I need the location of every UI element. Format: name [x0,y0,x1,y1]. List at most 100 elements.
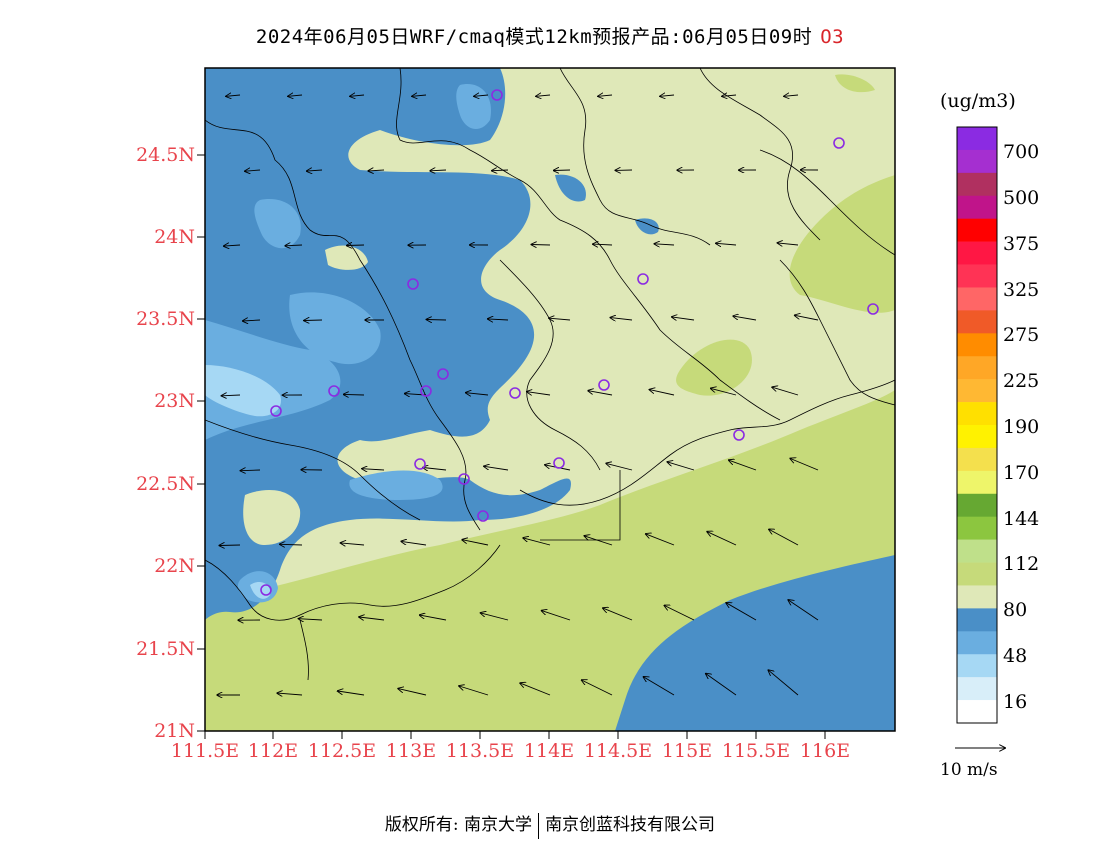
lon-label-111-5: 111.5E [170,740,240,762]
lon-label-115: 115E [661,740,713,762]
wind-arrow [245,170,261,171]
colorbar-swatch [957,562,997,586]
colorbar-swatch [957,700,997,724]
colorbar-label-144: 144 [1003,508,1040,530]
concentration-field [205,68,895,731]
wind-arrow [654,244,675,245]
wind-arrow [466,393,489,395]
colorbar-swatch [957,447,997,472]
lat-label-21-5: 21.5N [136,638,195,660]
wind-arrow [344,394,365,395]
colorbar-swatch [957,356,997,380]
copyright-footer: 版权所有: 南京大学 南京创蓝科技有限公司 [0,810,1100,839]
colorbar-swatch [957,539,997,563]
wind-arrow [790,459,819,471]
colorbar-swatch [957,585,997,609]
lat-label-22: 22N [154,555,195,577]
colorbar-swatch [957,470,997,495]
boundary-lines [205,68,895,681]
station-marker [553,457,565,469]
wind-arrow [722,95,737,96]
station-marker [477,510,489,522]
station-marker [458,473,470,485]
station-marker [414,458,426,470]
wind-arrow [711,388,737,396]
station-marker [407,278,419,290]
colorbar-swatch [957,654,997,678]
wind-arrow [726,603,757,621]
station-marker [420,385,432,397]
wind-arrow [492,170,509,171]
wind-arrow [481,613,509,621]
wind-arrow [531,245,551,246]
colorbar-swatch [957,310,997,334]
wind-arrow [401,541,427,546]
colorbar-swatch [957,287,997,311]
colorbar-swatch [957,516,997,540]
lat-label-24-5: 24.5N [136,144,195,166]
lon-label-114-5: 114.5E [583,740,653,762]
wind-arrow [474,95,489,96]
lon-label-114: 114E [523,740,575,762]
colorbar-label-170: 170 [1003,462,1040,484]
wind-arrow [664,606,695,621]
wind-arrow [707,532,737,546]
wind-arrow [462,540,489,546]
wind-arrow [520,683,551,696]
wind-arrow [288,95,303,96]
wind-arrow [243,320,261,321]
copyright-left: 版权所有: 南京大学 [384,815,533,835]
reference-vector-label: 10 m/s [940,760,998,780]
lon-label-115-5: 115.5E [721,740,791,762]
wind-arrow [603,608,633,621]
wind-arrow [667,462,695,471]
colorbar-swatch [957,631,997,655]
lon-label-113-5: 113.5E [445,740,515,762]
wind-arrow [338,691,365,696]
station-marker [637,273,649,285]
wind-arrow [241,470,261,471]
wind-arrow [606,463,633,471]
colorbar-label-325: 325 [1003,279,1040,301]
lat-label-22-5: 22.5N [136,473,195,495]
wind-arrow [299,619,323,620]
colorbar-label-500: 500 [1003,187,1040,209]
pollutant-label: O3 [820,26,845,48]
wind-arrow [549,318,571,320]
axis-ticks [197,154,826,739]
wind-arrow [660,95,675,96]
colorbar-swatch [957,195,997,219]
wind-arrow [716,243,737,245]
colorbar-label-190: 190 [1003,416,1040,438]
wind-arrow [423,468,447,471]
colorbar-label-700: 700 [1003,141,1040,163]
lat-label-21: 21N [154,720,195,742]
wind-arrow [219,545,241,546]
wind-arrow [359,617,385,620]
station-marker [260,584,272,596]
wind-arrow [277,693,303,695]
wind-arrow [488,319,509,320]
colorbar [956,126,998,724]
colorbar-swatch [957,264,997,288]
station-marker [598,379,610,391]
station-marker [270,405,282,417]
wind-arrow [459,686,489,696]
colorbar-label-225: 225 [1003,370,1040,392]
colorbar-swatch [957,379,997,403]
wind-arrow [795,315,819,321]
wind-arrow [307,170,323,171]
footer-divider [538,812,540,839]
wind-arrow [672,317,695,320]
colorbar-swatch [957,218,997,242]
wind-arrow [304,320,323,321]
map-frame [204,67,896,732]
wind-arrow [650,390,675,396]
wind-arrow [554,170,571,171]
wind-vectors [217,95,819,696]
wind-arrow [598,95,613,96]
wind-arrow [368,170,385,171]
colorbar-swatch [957,149,997,174]
wind-arrow [733,316,757,321]
colorbar-swatch [957,677,997,701]
